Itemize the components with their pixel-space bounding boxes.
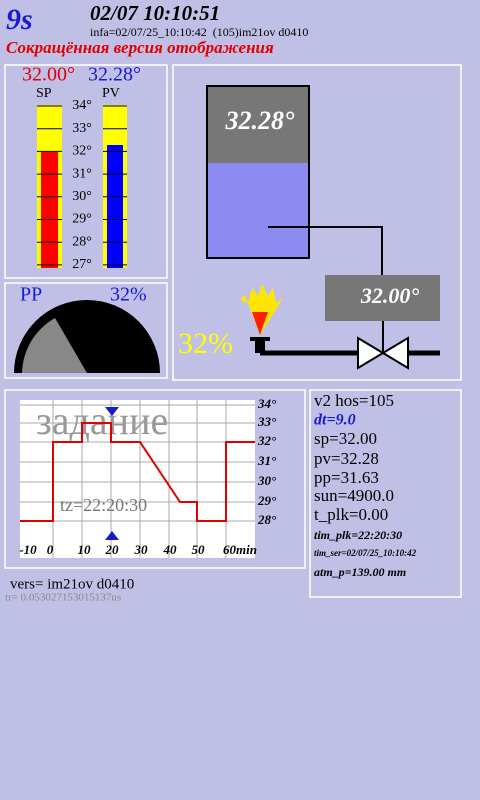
scale-label: 32° xyxy=(72,144,92,159)
x-label: 40 xyxy=(163,542,178,557)
marker xyxy=(105,407,119,416)
scheme-panel xyxy=(172,64,462,381)
pv-bar xyxy=(107,145,123,268)
status-tim-ser: tim_ser=02/07/25_10:10:42 xyxy=(314,548,417,558)
y-label: 33° xyxy=(257,414,277,429)
pv-value: 32.28° xyxy=(88,64,141,86)
trend-panel xyxy=(4,389,306,569)
x-label: 50 xyxy=(192,542,206,557)
y-label: 31° xyxy=(257,453,277,468)
status-panel xyxy=(309,389,462,598)
tr: tr= 0.053027153015137us xyxy=(5,592,121,604)
scale-label: 28° xyxy=(72,234,92,249)
version: vers= im21ov d0410 xyxy=(10,576,134,592)
burner-top xyxy=(250,337,270,341)
y-label: 32° xyxy=(257,433,277,448)
tank-temp: 32.28° xyxy=(225,106,296,135)
trend-tz: tz=22:20:30 xyxy=(60,495,147,515)
sp-bar xyxy=(41,152,58,268)
y-label: 28° xyxy=(257,512,277,527)
status-atm: atm_p=139.00 mm xyxy=(314,565,406,579)
scale-label: 31° xyxy=(72,166,92,181)
x-label: 0 xyxy=(47,542,54,557)
info: infa=02/07/25_10:10:42 (105)im21ov d0410 xyxy=(90,25,308,39)
setpoint-value: 32.00° xyxy=(360,283,420,308)
status-hos: v2 hos=105 xyxy=(314,391,394,410)
status-t-plk: t_plk=0.00 xyxy=(314,505,388,524)
status-tim-plk: tim_plk=22:20:30 xyxy=(314,528,402,542)
gauge-panel xyxy=(4,282,168,379)
trend-area xyxy=(20,400,255,558)
setpoint-box xyxy=(325,275,440,321)
y-label: 34° xyxy=(257,396,277,411)
flame-core xyxy=(252,312,268,335)
x-label: 10 xyxy=(78,542,92,557)
status-pp: pp=31.63 xyxy=(314,468,379,487)
scale-label: 34° xyxy=(72,98,92,113)
marker xyxy=(105,531,119,540)
scale-label: 33° xyxy=(72,121,92,136)
sensor-line xyxy=(268,226,383,275)
y-label: 30° xyxy=(257,473,277,488)
tank-water xyxy=(207,163,309,258)
scale-label: 30° xyxy=(72,189,92,204)
pv-label: PV xyxy=(102,86,120,101)
x-label: 30 xyxy=(134,542,149,557)
thermo-panel xyxy=(4,64,168,279)
trend-title: задание xyxy=(36,398,168,443)
x-label: 20 xyxy=(105,542,120,557)
seconds: 9s xyxy=(6,3,33,36)
trend-line xyxy=(20,422,255,522)
status-sp: sp=32.00 xyxy=(314,429,377,448)
scale-label: 29° xyxy=(72,212,92,227)
subtitle: Сокращённая версия отображения xyxy=(6,38,274,57)
y-label: 29° xyxy=(257,493,277,508)
sp-label: SP xyxy=(36,86,52,101)
status-dt: dt=9.0 xyxy=(314,412,356,429)
gauge-value: 32% xyxy=(110,284,147,306)
datetime: 02/07 10:10:51 xyxy=(90,1,220,25)
status-pv: pv=32.28 xyxy=(314,449,379,468)
power-value: 32% xyxy=(178,327,233,360)
sp-value: 32.00° xyxy=(22,64,75,86)
status-sun: sun=4900.0 xyxy=(314,486,394,505)
scale-label: 27° xyxy=(72,257,92,272)
tank-top xyxy=(207,86,309,163)
gauge-label: PP xyxy=(20,284,42,306)
tank xyxy=(206,85,310,259)
x-label: 60min xyxy=(223,542,257,557)
x-label: -10 xyxy=(19,542,37,557)
flame xyxy=(240,284,283,335)
burner xyxy=(255,337,265,353)
gauge-fill xyxy=(22,318,87,373)
